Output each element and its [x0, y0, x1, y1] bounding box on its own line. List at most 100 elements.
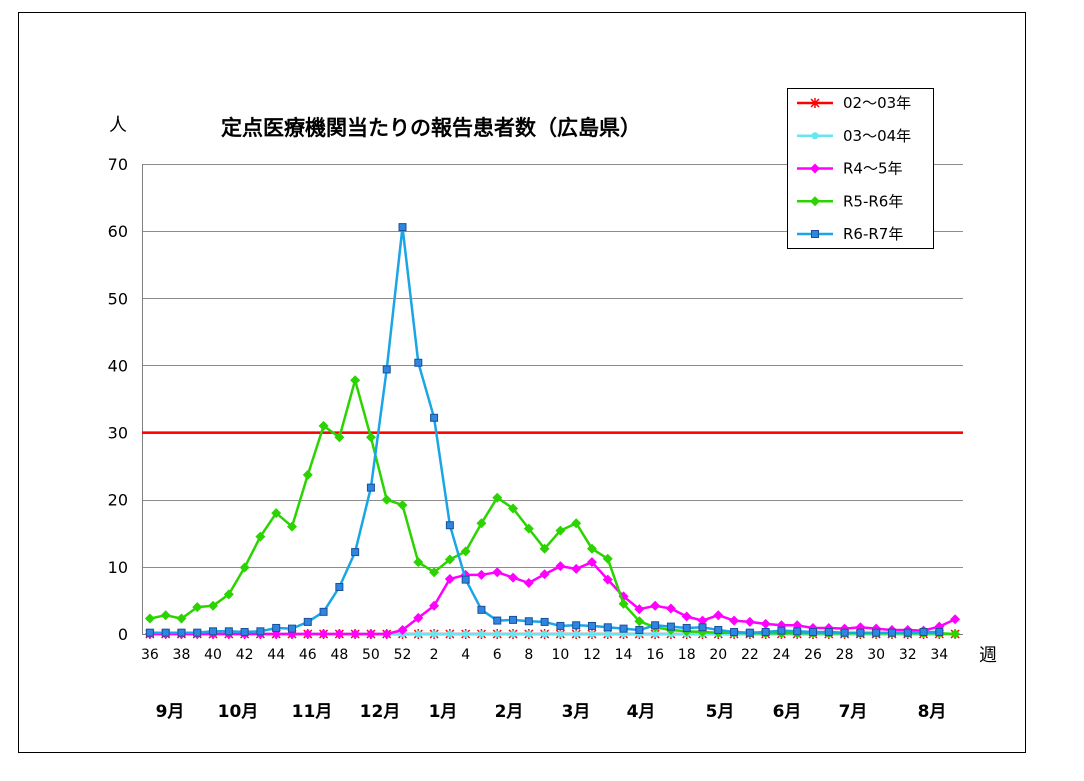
series-03-04-point	[414, 630, 422, 638]
series-r6-r7-point	[761, 627, 770, 636]
series-r4-5-point	[650, 600, 661, 611]
series-r6-r7-point	[809, 627, 818, 636]
legend: 02～03年 03～04年 R4～5年 R5-R6年 R6-R7年	[787, 88, 934, 249]
series-r5-r6-point	[208, 600, 219, 611]
x-tick-label: 22	[741, 647, 759, 663]
series-r6-r7-point	[445, 521, 454, 530]
x-tick-label: 26	[804, 647, 822, 663]
series-r4-5-point	[555, 561, 566, 572]
month-label: 11月	[292, 702, 333, 722]
series-03-04-point	[462, 630, 470, 638]
series-r5-r6-point	[334, 432, 345, 443]
series-r6-r7-point	[240, 627, 249, 636]
series-r6-r7-point	[303, 617, 312, 626]
series-r6-r7-point	[177, 628, 186, 637]
series-r5-r6-point	[618, 598, 629, 609]
series-r6-r7-point	[587, 621, 596, 630]
series-r6-r7-point	[556, 621, 565, 630]
series-r5-r6-point	[602, 553, 613, 564]
x-tick-label: 2	[430, 647, 439, 663]
series-r4-5-point	[318, 629, 329, 639]
x-tick-label: 8	[524, 647, 533, 663]
series-r5-r6-point	[255, 531, 266, 542]
series-r5-r6-point	[271, 508, 282, 519]
x-tick-label: 12	[583, 647, 601, 663]
series-r4-5-point	[602, 574, 613, 585]
series-r6-r7-point	[161, 628, 170, 637]
series-r4-5-point	[508, 572, 519, 583]
series-r6-r7-point	[366, 483, 375, 492]
series-r4-5-point	[697, 615, 708, 626]
series-r6-r7-point	[777, 626, 786, 635]
legend-marker	[810, 98, 820, 108]
series-r4-5-point	[476, 569, 487, 580]
series-r5-r6-point	[460, 546, 471, 557]
series-r6-r7-point	[319, 607, 328, 616]
series-r6-r7-point	[193, 628, 202, 637]
series-r6-r7-point	[635, 625, 644, 634]
series-r5-r6-point	[476, 518, 487, 529]
series-03-04-point	[588, 630, 596, 638]
series-r6-r7-point	[287, 624, 296, 633]
legend-marker	[811, 132, 819, 140]
series-r5-r6-point	[302, 469, 313, 480]
x-tick-labels: 36 38 40 42 44 46 48 50 52 2 4 6 8 10 12 14 16 18 20 22 24 26…	[141, 647, 948, 663]
series-r4-5-point	[350, 629, 361, 639]
y-tick-label: 10	[108, 558, 128, 577]
month-labels: 9月 10月 11月 12月 1月 2月 3月 4月 5月 6月 7月 8月	[156, 702, 947, 722]
series-03-04-point	[651, 630, 659, 638]
series-r4-5-point	[729, 615, 740, 626]
series-r4-5-point	[444, 573, 455, 584]
y-tick-label: 70	[108, 155, 128, 174]
series-03-04-point	[572, 630, 580, 638]
x-tick-label: 50	[362, 647, 380, 663]
series-r5-r6-point	[176, 613, 187, 624]
series-r4-5-point	[539, 569, 550, 580]
legend-marker	[810, 196, 820, 207]
x-tick-label: 46	[299, 647, 317, 663]
legend-item-r6-r7: R6-R7年	[797, 225, 903, 243]
series-r5-r6-point	[318, 420, 329, 431]
series-r6-r7-point	[398, 223, 407, 232]
legend-item-02-03: 02～03年	[797, 94, 911, 112]
series-r5-r6-point	[397, 500, 408, 511]
series-r4-5-point	[334, 629, 345, 639]
series-r6-r7-point	[540, 617, 549, 626]
series-03-04-point	[525, 630, 533, 638]
series-r5-r6-point	[144, 613, 155, 624]
series-r6-r7-point	[935, 627, 944, 636]
series-r6-r7-point	[351, 548, 360, 557]
series-r5-r6-point	[492, 492, 503, 503]
series-r5-r6-point	[365, 432, 376, 443]
x-tick-label: 44	[267, 647, 285, 663]
legend-item-r4-5: R4～5年	[797, 160, 903, 178]
series-r6-r7-point	[698, 623, 707, 632]
x-tick-label: 40	[204, 647, 222, 663]
y-tick-label: 0	[118, 625, 128, 644]
series-r4-5-point	[413, 612, 424, 623]
series-r5-r6-point	[444, 554, 455, 565]
legend-label: 02～03年	[843, 94, 911, 112]
y-tick-label: 30	[108, 424, 128, 443]
x-tick-label: 24	[773, 647, 791, 663]
series-r6-r7-point	[745, 628, 754, 637]
series-r6-r7-point	[335, 583, 344, 591]
x-tick-label: 42	[236, 647, 254, 663]
x-tick-label: 20	[709, 647, 727, 663]
x-tick-label: 38	[173, 647, 191, 663]
y-tick-label: 60	[108, 222, 128, 241]
x-tick-label: 30	[867, 647, 885, 663]
series-r4-5-point	[571, 563, 582, 574]
series-r6-r7-point	[256, 627, 265, 636]
month-label: 3月	[562, 702, 591, 722]
series-r6-r7-point	[224, 627, 233, 636]
series-03-04-point	[604, 630, 612, 638]
legend-label: R5-R6年	[843, 192, 903, 210]
legend-item-03-04: 03～04年	[797, 127, 911, 145]
series-r6-r7-point	[919, 627, 928, 636]
x-tick-label: 28	[836, 647, 854, 663]
chart-title: 定点医療機関当たりの報告患者数（広島県）	[221, 116, 641, 140]
series-r4-5-point	[365, 629, 376, 639]
series-r4-5-point	[302, 629, 313, 639]
series-r6-r7-point	[714, 625, 723, 634]
